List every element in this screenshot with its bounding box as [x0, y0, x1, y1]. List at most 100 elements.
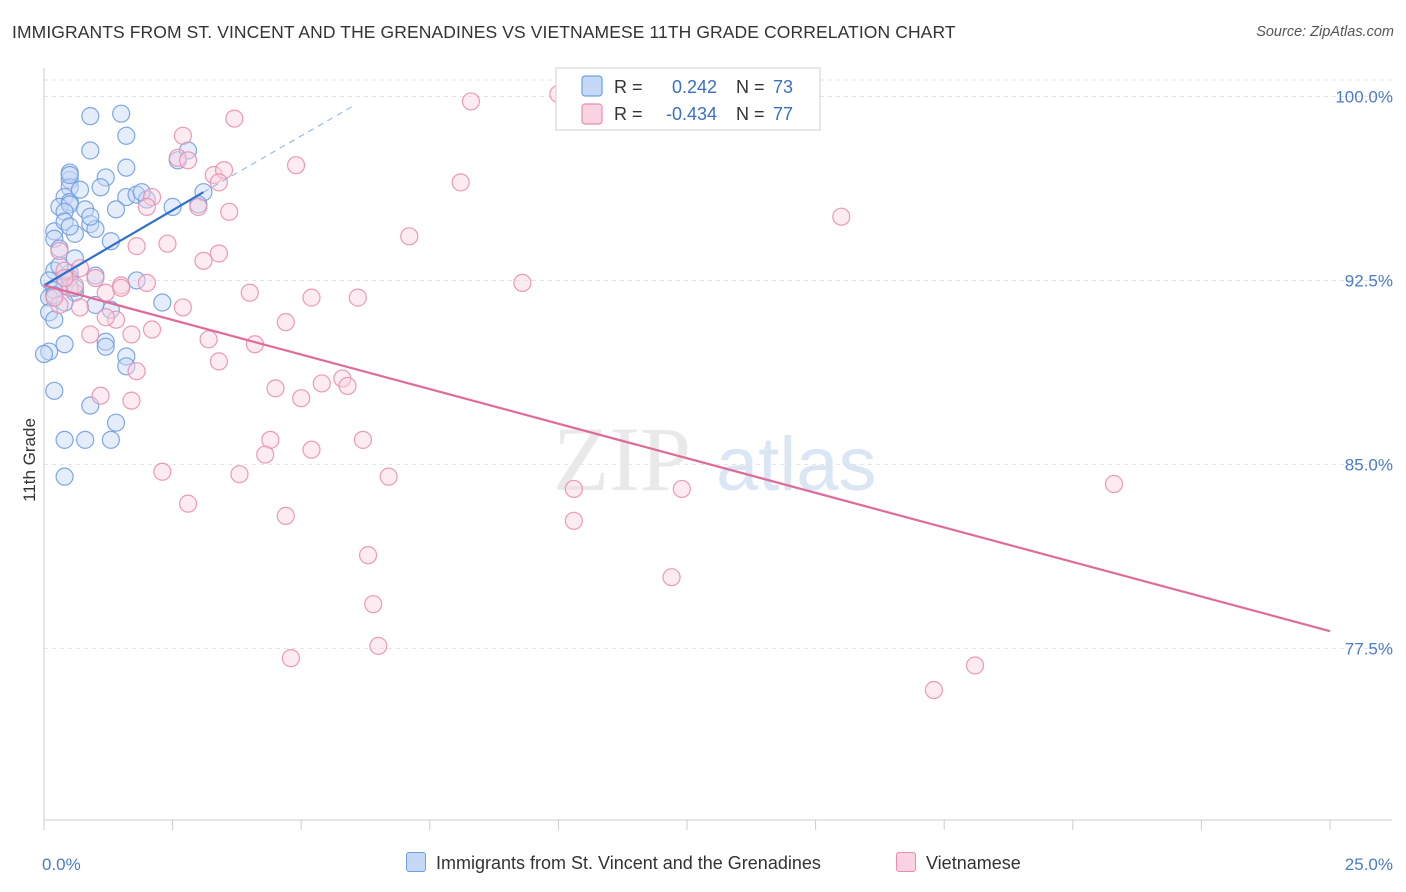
blue-point [117, 158, 136, 177]
pink-point [173, 126, 192, 145]
blue-point [60, 217, 79, 236]
blue-point [81, 107, 100, 126]
legend-n-value-1: 73 [773, 77, 793, 97]
pink-point [965, 656, 985, 675]
gridlines [44, 79, 1392, 649]
bottom-legend-label-1: Immigrants from St. Vincent and the Gren… [436, 853, 821, 873]
pink-point [158, 234, 177, 253]
pink-point [96, 308, 115, 327]
blue-point [81, 207, 100, 226]
pink-point [662, 568, 681, 587]
pink-point [924, 680, 944, 700]
blue-point [55, 430, 74, 449]
pink-point [379, 467, 398, 486]
legend-r-value-2: -0.434 [666, 104, 717, 124]
blue-point [55, 467, 74, 486]
bottom-legend-series-2: Vietnamese [896, 852, 1021, 874]
pink-point [178, 494, 198, 513]
pink-point [209, 352, 228, 371]
pink-point [127, 362, 146, 381]
y-tick-label: 100.0% [1335, 88, 1393, 107]
pink-point [1104, 474, 1124, 494]
blue-point [96, 332, 115, 351]
bottom-legend-swatch-pink [896, 852, 916, 872]
bottom-legend-series-1: Immigrants from St. Vincent and the Gren… [406, 852, 821, 874]
blue-point [117, 347, 136, 366]
blue-point [81, 141, 100, 160]
pink-point [137, 197, 156, 216]
pink-point [672, 479, 691, 499]
x-tick-label-min: 0.0% [42, 855, 81, 874]
pink-point [70, 298, 90, 317]
pink-point [281, 649, 301, 668]
pink-point [153, 462, 172, 481]
pink-point [400, 227, 419, 246]
y-tick-label: 85.0% [1345, 455, 1393, 474]
pink-point [142, 320, 162, 339]
series-pink-points [45, 84, 1124, 700]
legend-swatch-pink [581, 103, 603, 125]
blue-point [81, 214, 100, 234]
legend-n-value-2: 77 [773, 104, 793, 124]
pink-point [564, 479, 583, 499]
pink-point [302, 440, 321, 459]
pink-point [45, 288, 64, 307]
blue-point [60, 165, 79, 185]
pink-point [451, 173, 470, 192]
pink-point [292, 389, 311, 408]
blue-trend-extension [203, 105, 353, 193]
blue-point [96, 337, 115, 356]
pink-point [142, 187, 162, 207]
bottom-legend-label-2: Vietnamese [926, 853, 1021, 873]
source-credit: Source: ZipAtlas.com [1256, 24, 1394, 40]
pink-point [286, 156, 306, 175]
pink-point [266, 379, 285, 398]
watermark-zip: ZIP [553, 408, 691, 510]
legend-r-label-2: R = [614, 104, 643, 124]
pink-point [122, 325, 141, 344]
pink-point [364, 595, 383, 614]
chart-title: IMMIGRANTS FROM ST. VINCENT AND THE GREN… [12, 22, 956, 42]
y-axis-label: 11th Grade [20, 418, 39, 502]
blue-point [101, 430, 120, 449]
axes [43, 68, 1392, 830]
pink-point [348, 288, 367, 307]
watermark-atlas: atlas [716, 422, 877, 507]
pink-point [564, 511, 583, 530]
trend-lines [43, 105, 1331, 633]
pink-point [127, 237, 146, 256]
pink-point [199, 330, 218, 349]
pink-point [276, 313, 295, 332]
legend-r-label-1: R = [614, 77, 643, 97]
pink-point [312, 374, 331, 393]
pink-point [220, 202, 239, 221]
blue-point [117, 357, 136, 376]
correlation-legend: R = 0.242 N = 73 R = -0.434 N = 77 [555, 67, 821, 131]
blue-point [91, 178, 110, 197]
blue-point [163, 197, 182, 216]
legend-r-value-1: 0.242 [672, 77, 717, 97]
blue-point [45, 381, 64, 400]
pink-point [81, 325, 100, 344]
blue-point [117, 126, 136, 145]
pink-point [302, 288, 321, 307]
blue-point [106, 200, 126, 219]
blue-point [96, 168, 115, 187]
pink-point [178, 151, 198, 170]
legend-swatch-blue [581, 75, 603, 97]
pink-point [461, 92, 481, 111]
y-tick-label: 92.5% [1345, 271, 1393, 290]
pink-point [91, 386, 110, 405]
pink-point [86, 268, 105, 288]
pink-point [209, 244, 228, 263]
pink-point [96, 283, 115, 302]
pink-point [338, 376, 357, 396]
pink-point [194, 251, 213, 270]
pink-point [513, 273, 532, 293]
pink-point [225, 109, 244, 128]
blue-point [112, 104, 131, 123]
x-tick-labels: 0.0% 25.0% [42, 855, 1393, 874]
y-tick-labels: 77.5% 85.0% 92.5% 100.0% [1335, 88, 1393, 659]
pink-point [50, 241, 69, 261]
